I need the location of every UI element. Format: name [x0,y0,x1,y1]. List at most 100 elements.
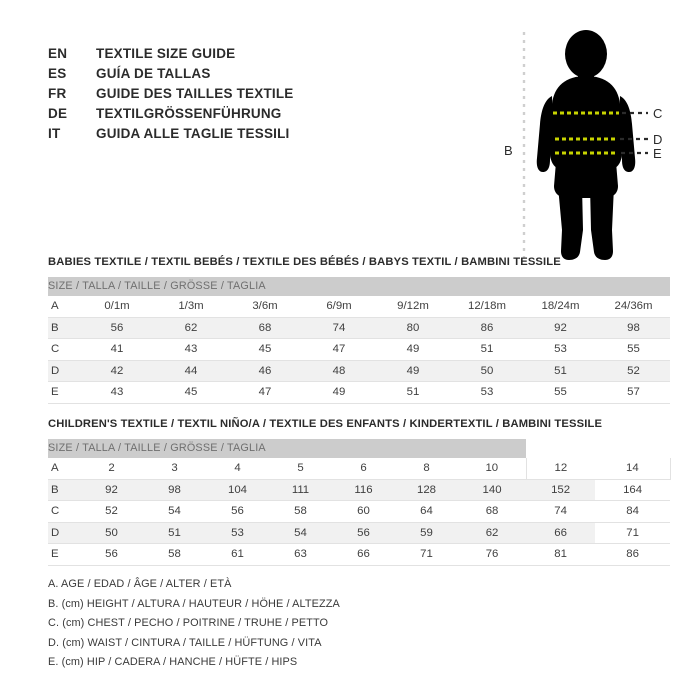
table-cell: 76 [458,543,527,566]
legend-item-waist: D. (cm) WAIST / CINTURA / TAILLE / HÜFTU… [48,636,322,649]
table-cell: 47 [228,381,302,404]
table-cell: 24/36m [597,296,670,318]
table-cell: 12 [525,458,596,480]
table-cell: 92 [524,317,597,339]
table-cell: 45 [228,338,302,361]
babies-size-table: SIZE / TALLA / TAILLE / GRÖSSE / TAGLIA … [48,277,670,404]
legend-item-chest: C. (cm) CHEST / PECHO / POITRINE / TRUHE… [48,617,329,629]
row-label: B [48,479,80,501]
table-cell: 47 [302,338,376,361]
table-cell: 6/9m [302,296,376,318]
row-label: E [48,381,80,404]
table-cell: 3 [143,458,206,480]
figure-label-height: B [504,143,513,158]
table-cell: 86 [450,317,524,339]
row-label: B [48,317,80,339]
table-cell: 50 [80,522,143,544]
table-cell: 0/1m [80,296,154,318]
table-cell: 54 [269,522,332,544]
table-cell: 41 [80,338,154,361]
language-code: EN [48,46,68,61]
table-cell: 42 [80,360,154,382]
language-title: TEXTILE SIZE GUIDE [96,46,236,61]
measurement-figure: B C D E [500,24,700,264]
measurement-legend: A. AGE / EDAD / ÂGE / ALTER / ETÀ B. (cm… [48,575,528,673]
language-row: DE TEXTILGRÖSSENFÜHRUNG [48,104,468,124]
language-header-block: EN TEXTILE SIZE GUIDE ES GUÍA DE TALLAS … [48,44,468,144]
table-cell: 61 [206,543,269,566]
table-cell: 92 [80,479,143,501]
table-cell: 48 [302,360,376,382]
babies-table-section: BABIES TEXTILE / TEXTIL BEBÉS / TEXTILE … [48,256,670,404]
language-code: ES [48,66,67,81]
table-cell: 98 [597,317,670,339]
table-cell: 68 [458,500,527,523]
table-cell: 51 [450,338,524,361]
table-cell: 14 [595,458,671,480]
table-cell: 53 [450,381,524,404]
table-cell: 56 [206,500,269,523]
children-size-table: SIZE / TALLA / TAILLE / GRÖSSE / TAGLIA … [48,439,671,566]
children-table-section: CHILDREN'S TEXTILE / TEXTIL NIÑO/A / TEX… [48,418,671,566]
children-band-filler [526,439,596,458]
table-cell: 56 [80,543,143,566]
table-cell: 58 [269,500,332,523]
babies-band-label: SIZE / TALLA / TAILLE / GRÖSSE / TAGLIA [48,277,670,296]
child-silhouette [536,30,636,260]
table-cell: 116 [332,479,395,501]
table-cell: 164 [595,479,671,501]
children-band-filler [595,439,671,458]
table-cell: 49 [376,338,450,361]
table-cell: 140 [458,479,527,501]
table-cell: 86 [595,543,671,566]
row-label: E [48,543,80,566]
children-band-label: SIZE / TALLA / TAILLE / GRÖSSE / TAGLIA [48,439,527,458]
table-cell: 56 [332,522,395,544]
table-cell: 152 [526,479,596,501]
figure-label-chest: C [653,106,662,121]
table-cell: 63 [269,543,332,566]
legend-item-hip: E. (cm) HIP / CADERA / HANCHE / HÜFTE / … [48,656,298,668]
table-cell: 18/24m [524,296,597,318]
language-title: TEXTILGRÖSSENFÜHRUNG [96,106,282,121]
table-cell: 52 [80,500,143,523]
language-row: ES GUÍA DE TALLAS [48,64,468,84]
table-cell: 74 [302,317,376,339]
table-cell: 56 [80,317,154,339]
table-cell: 64 [395,500,458,523]
table-cell: 12/18m [450,296,524,318]
table-cell: 104 [206,479,269,501]
table-row: C 41 43 45 47 49 51 53 55 [48,338,670,361]
table-row: E 43 45 47 49 51 53 55 57 [48,381,670,404]
row-label: D [48,360,80,382]
table-row: E 56 58 61 63 66 71 76 81 86 [48,543,671,566]
row-label: C [48,500,80,523]
table-cell: 6 [332,458,395,480]
table-cell: 52 [597,360,670,382]
table-cell: 66 [332,543,395,566]
table-cell: 51 [524,360,597,382]
table-cell: 10 [458,458,527,480]
babies-band-row: SIZE / TALLA / TAILLE / GRÖSSE / TAGLIA [48,277,670,296]
table-cell: 62 [154,317,228,339]
figure-label-hip: E [653,146,662,161]
table-row: B 92 98 104 111 116 128 140 152 164 [48,479,671,501]
table-cell: 45 [154,381,228,404]
table-row: B 56 62 68 74 80 86 92 98 [48,317,670,339]
table-cell: 60 [332,500,395,523]
table-cell: 111 [269,479,332,501]
table-cell: 84 [595,500,671,523]
table-cell: 66 [526,522,596,544]
table-cell: 62 [458,522,527,544]
table-cell: 68 [228,317,302,339]
table-cell: 71 [595,522,671,544]
table-row: A 0/1m 1/3m 3/6m 6/9m 9/12m 12/18m 18/24… [48,296,670,318]
language-code: FR [48,86,67,101]
children-band-row: SIZE / TALLA / TAILLE / GRÖSSE / TAGLIA [48,439,671,458]
row-label: A [48,296,80,318]
legend-item-height: B. (cm) HEIGHT / ALTURA / HAUTEUR / HÖHE… [48,597,340,610]
language-row: FR GUIDE DES TAILLES TEXTILE [48,84,468,104]
table-cell: 49 [302,381,376,404]
row-label: D [48,522,80,544]
table-cell: 81 [526,543,596,566]
